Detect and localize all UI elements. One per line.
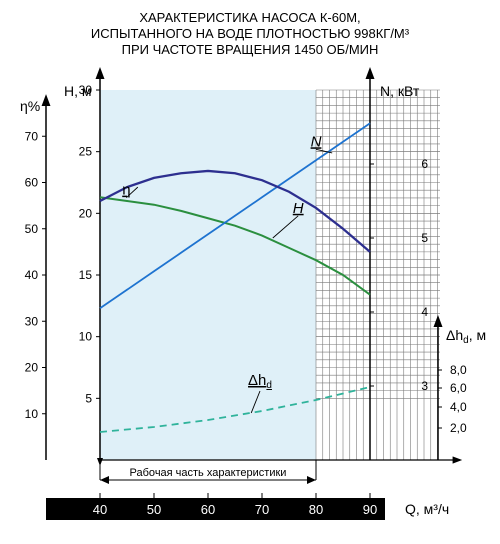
svg-text:20: 20 [25,361,39,375]
axis-eta-label: η% [20,98,40,114]
svg-text:40: 40 [93,502,107,517]
svg-text:N: N [311,133,322,150]
svg-text:4: 4 [421,305,428,319]
svg-text:50: 50 [147,502,161,517]
svg-text:30: 30 [79,83,93,97]
axis-Q-label: Q, м³/ч [405,501,449,517]
svg-text:η: η [122,182,130,199]
working-range-caption: Рабочая часть характеристики [130,467,287,479]
title-line: ХАРАКТЕРИСТИКА НАСОСА К-60М, [139,10,360,25]
svg-text:2,0: 2,0 [450,421,467,435]
svg-text:15: 15 [79,268,93,282]
svg-text:3: 3 [421,379,428,393]
svg-text:5: 5 [85,391,92,405]
svg-text:4,0: 4,0 [450,400,467,414]
svg-text:8,0: 8,0 [450,363,467,377]
title-line: ПРИ ЧАСТОТЕ ВРАЩЕНИЯ 1450 ОБ/МИН [122,42,379,57]
svg-text:70: 70 [25,129,39,143]
svg-text:10: 10 [25,407,39,421]
svg-text:25: 25 [79,145,93,159]
svg-text:90: 90 [363,502,377,517]
svg-text:10: 10 [79,330,93,344]
svg-text:80: 80 [309,502,323,517]
svg-text:30: 30 [25,314,39,328]
svg-text:5: 5 [421,231,428,245]
svg-text:H: H [293,200,304,217]
svg-text:60: 60 [201,502,215,517]
pump-chart: ХАРАКТЕРИСТИКА НАСОСА К-60М,ИСПЫТАННОГО … [0,0,500,544]
title-line: ИСПЫТАННОГО НА ВОДЕ ПЛОТНОСТЬЮ 998КГ/М³ [91,26,410,41]
svg-text:60: 60 [25,176,39,190]
svg-text:6: 6 [421,157,428,171]
working-zone [100,90,316,460]
svg-text:50: 50 [25,222,39,236]
axis-N-label: N, кВт [380,83,420,99]
svg-text:70: 70 [255,502,269,517]
svg-text:40: 40 [25,268,39,282]
svg-text:20: 20 [79,206,93,220]
svg-text:6,0: 6,0 [450,381,467,395]
